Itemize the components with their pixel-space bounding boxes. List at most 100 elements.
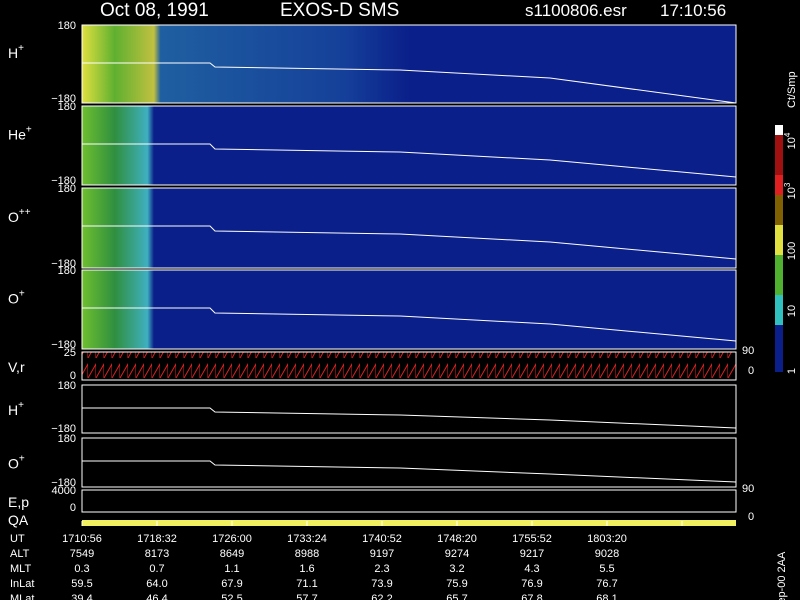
axis-bottom: 0 [70, 370, 76, 382]
trace [82, 62, 737, 104]
cell: 1748:20 [437, 533, 477, 545]
cell: 59.5 [71, 578, 92, 590]
axis-right-top: 90 [742, 483, 754, 495]
axis-top: 180 [58, 433, 76, 445]
label-sup: + [18, 43, 24, 54]
cell: 76.9 [521, 578, 542, 590]
panel-opp [81, 187, 737, 269]
panel-vr [81, 351, 737, 381]
cell: 0.7 [149, 563, 164, 575]
panel-label: O+ [8, 289, 25, 307]
label-exp: 4 [783, 132, 792, 137]
panel-he [81, 105, 737, 186]
axis-bottom: 0 [70, 502, 76, 514]
cell: 76.7 [596, 578, 617, 590]
axis-bottom: −180 [51, 258, 76, 270]
panel-o-line [81, 437, 737, 488]
label-base: 1 [786, 368, 798, 374]
cell: 8649 [220, 548, 244, 560]
row-label: MLat [10, 593, 34, 600]
label-base: 10 [786, 137, 798, 149]
cell: 1803:20 [587, 533, 627, 545]
colorbar-label: 103 [783, 182, 798, 199]
label-sup: + [26, 125, 32, 136]
axis-bottom: −180 [51, 175, 76, 187]
label-text: H [8, 402, 18, 418]
row-label: UT [10, 533, 25, 545]
label-exp: 3 [783, 182, 792, 187]
panel-h-line [81, 384, 737, 434]
axis-bottom: −180 [51, 93, 76, 105]
axis-top: 180 [58, 265, 76, 277]
label-sup: + [19, 289, 25, 300]
panel-label: O++ [8, 207, 31, 225]
trace [82, 460, 737, 483]
label-text: QA [8, 512, 29, 528]
cell: 52.5 [221, 593, 242, 600]
axis-bottom: −180 [51, 423, 76, 435]
panel-label: V,r [8, 359, 25, 375]
cell: 62.2 [371, 593, 392, 600]
panel-label: H+ [8, 400, 24, 418]
cell: 1718:32 [137, 533, 177, 545]
panel-ep [81, 489, 737, 513]
panel-label: O+ [8, 454, 25, 472]
cell: 64.0 [146, 578, 167, 590]
colorbar-label: 104 [783, 132, 798, 149]
cell: 1740:52 [362, 533, 402, 545]
axis-top: 4000 [52, 485, 76, 497]
time: 17:10:56 [660, 1, 726, 20]
cell: 0.3 [74, 563, 89, 575]
panel-label: H+ [8, 43, 24, 61]
label-sup: + [19, 454, 25, 465]
cell: 9197 [370, 548, 394, 560]
spectrograms [81, 24, 737, 350]
axis-bottom: −180 [51, 477, 76, 489]
cell: 1755:52 [512, 533, 552, 545]
cell: 1726:00 [212, 533, 252, 545]
instrument: EXOS-D SMS [280, 0, 399, 21]
label-text: E,p [8, 494, 29, 510]
label-base: 100 [786, 242, 798, 260]
label-text: O [8, 456, 19, 472]
axis-right-bottom: 0 [748, 365, 754, 377]
axis-right-top: 90 [742, 345, 754, 357]
axis-bottom: −180 [51, 339, 76, 351]
cell: 9028 [595, 548, 619, 560]
cell: 75.9 [446, 578, 467, 590]
cell: 39.4 [71, 593, 92, 600]
cell: 9217 [520, 548, 544, 560]
row-label: MLT [10, 563, 31, 575]
cell: 65.7 [446, 593, 467, 600]
trace [82, 143, 737, 178]
panel-qa [82, 520, 736, 526]
label-sup: ++ [19, 207, 31, 218]
cell: 46.4 [146, 593, 167, 600]
label-base: 10 [786, 305, 798, 317]
cell: 1733:24 [287, 533, 327, 545]
trace [82, 307, 737, 342]
axis-top: 180 [58, 20, 76, 32]
axis-right-bottom: 0 [748, 511, 754, 523]
file: s1100806.esr [525, 1, 627, 20]
date: Oct 08, 1991 [100, 0, 209, 21]
axis-top: 180 [58, 183, 76, 195]
cell: 1710:56 [62, 533, 102, 545]
colorbar-label: 10 [786, 305, 798, 317]
cell: 1.1 [224, 563, 239, 575]
axis-top: 180 [58, 101, 76, 113]
panel-h [81, 24, 737, 104]
footer: Sep-00 2AA [776, 551, 788, 600]
colorbar-unit: Ct/Smp [786, 71, 798, 108]
cell: 68.1 [596, 593, 617, 600]
panel-label: He+ [8, 125, 32, 143]
colorbar-label: 100 [786, 242, 798, 260]
trace [82, 225, 737, 260]
cell: 4.3 [524, 563, 539, 575]
colorbar: Ct/Smp [775, 71, 798, 372]
label-text: O [8, 291, 19, 307]
cell: 71.1 [296, 578, 317, 590]
cell: 1.6 [299, 563, 314, 575]
label-text: He [8, 127, 26, 143]
